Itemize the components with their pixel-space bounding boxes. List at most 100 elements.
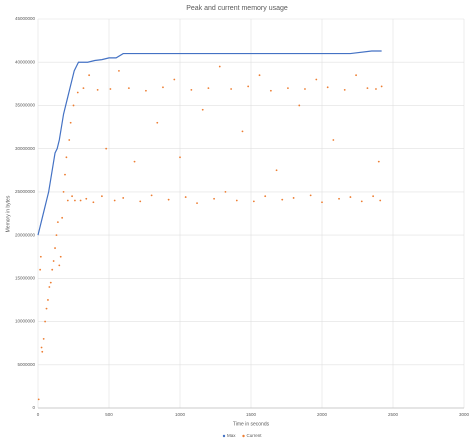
point xyxy=(377,160,380,163)
point xyxy=(133,160,136,163)
point xyxy=(92,201,95,204)
point xyxy=(298,104,301,107)
y-tick-label: 0 xyxy=(32,405,35,410)
point xyxy=(101,195,103,198)
point xyxy=(45,307,48,310)
point xyxy=(366,87,369,90)
point xyxy=(372,195,375,198)
point xyxy=(150,194,153,197)
legend-marker xyxy=(222,434,226,438)
point xyxy=(49,281,52,284)
point xyxy=(109,88,112,90)
point xyxy=(380,85,383,88)
y-tick-label: 45000000 xyxy=(15,16,36,21)
point xyxy=(58,264,61,267)
point xyxy=(269,89,272,92)
y-tick-label: 5000000 xyxy=(17,362,35,367)
point xyxy=(122,197,125,199)
max-line xyxy=(37,50,382,236)
point xyxy=(304,88,306,90)
x-tick-label: 0 xyxy=(37,412,40,417)
point xyxy=(139,200,142,203)
point xyxy=(39,268,42,271)
point xyxy=(74,199,76,202)
point xyxy=(88,74,91,77)
point xyxy=(48,286,51,288)
point xyxy=(40,346,43,349)
point xyxy=(54,247,56,249)
point xyxy=(145,89,147,92)
point xyxy=(375,88,377,90)
point xyxy=(71,195,73,198)
point xyxy=(82,87,85,90)
point xyxy=(167,198,170,201)
point xyxy=(162,86,164,89)
point xyxy=(39,255,42,258)
point xyxy=(281,198,284,201)
point xyxy=(247,85,250,88)
legend-marker xyxy=(242,434,245,438)
point xyxy=(241,130,244,133)
point xyxy=(379,199,382,202)
point xyxy=(235,199,238,202)
point xyxy=(118,69,120,72)
point xyxy=(47,299,49,301)
point xyxy=(184,196,187,198)
point xyxy=(321,201,323,204)
x-tick-label: 1000 xyxy=(175,412,186,417)
point xyxy=(173,78,176,81)
point xyxy=(258,74,261,77)
point xyxy=(56,221,59,224)
point xyxy=(59,255,62,258)
x-tick-label: 3000 xyxy=(459,412,470,417)
x-tick-label: 2000 xyxy=(317,412,328,417)
point xyxy=(190,88,193,91)
point xyxy=(315,78,318,81)
y-tick-label: 10000000 xyxy=(15,319,36,324)
x-tick-label: 500 xyxy=(105,412,113,417)
y-tick-label: 15000000 xyxy=(15,276,36,281)
point xyxy=(85,197,88,200)
point xyxy=(201,108,204,111)
point xyxy=(55,234,58,237)
y-axis-label: Memory in bytes xyxy=(5,195,11,232)
point xyxy=(62,190,65,193)
point xyxy=(207,87,210,90)
point xyxy=(213,197,215,200)
point xyxy=(113,199,116,202)
point xyxy=(355,74,357,77)
y-tick-label: 40000000 xyxy=(15,59,36,64)
point xyxy=(68,139,71,141)
y-tick-label: 30000000 xyxy=(15,146,36,151)
point xyxy=(37,398,40,401)
point xyxy=(230,88,233,90)
point xyxy=(64,173,66,176)
legend-label: Max xyxy=(227,433,236,438)
point xyxy=(264,195,267,198)
y-tick-label: 20000000 xyxy=(15,232,36,237)
point xyxy=(196,202,198,205)
point xyxy=(252,200,255,203)
point xyxy=(338,197,340,200)
point xyxy=(224,190,227,193)
point xyxy=(343,88,346,91)
point xyxy=(332,139,335,141)
point xyxy=(156,121,159,124)
point xyxy=(76,91,79,94)
point xyxy=(309,194,312,197)
point xyxy=(69,121,72,124)
point xyxy=(218,65,221,68)
point xyxy=(287,87,289,90)
point xyxy=(52,260,55,262)
point xyxy=(61,216,64,219)
y-tick-label: 35000000 xyxy=(15,103,36,108)
legend-label: Current xyxy=(247,433,263,438)
point xyxy=(44,320,46,323)
point xyxy=(105,147,108,150)
point xyxy=(66,199,69,202)
point xyxy=(51,268,54,271)
point xyxy=(179,156,181,159)
chart-title: Peak and current memory usage xyxy=(186,5,288,12)
point xyxy=(65,156,68,159)
